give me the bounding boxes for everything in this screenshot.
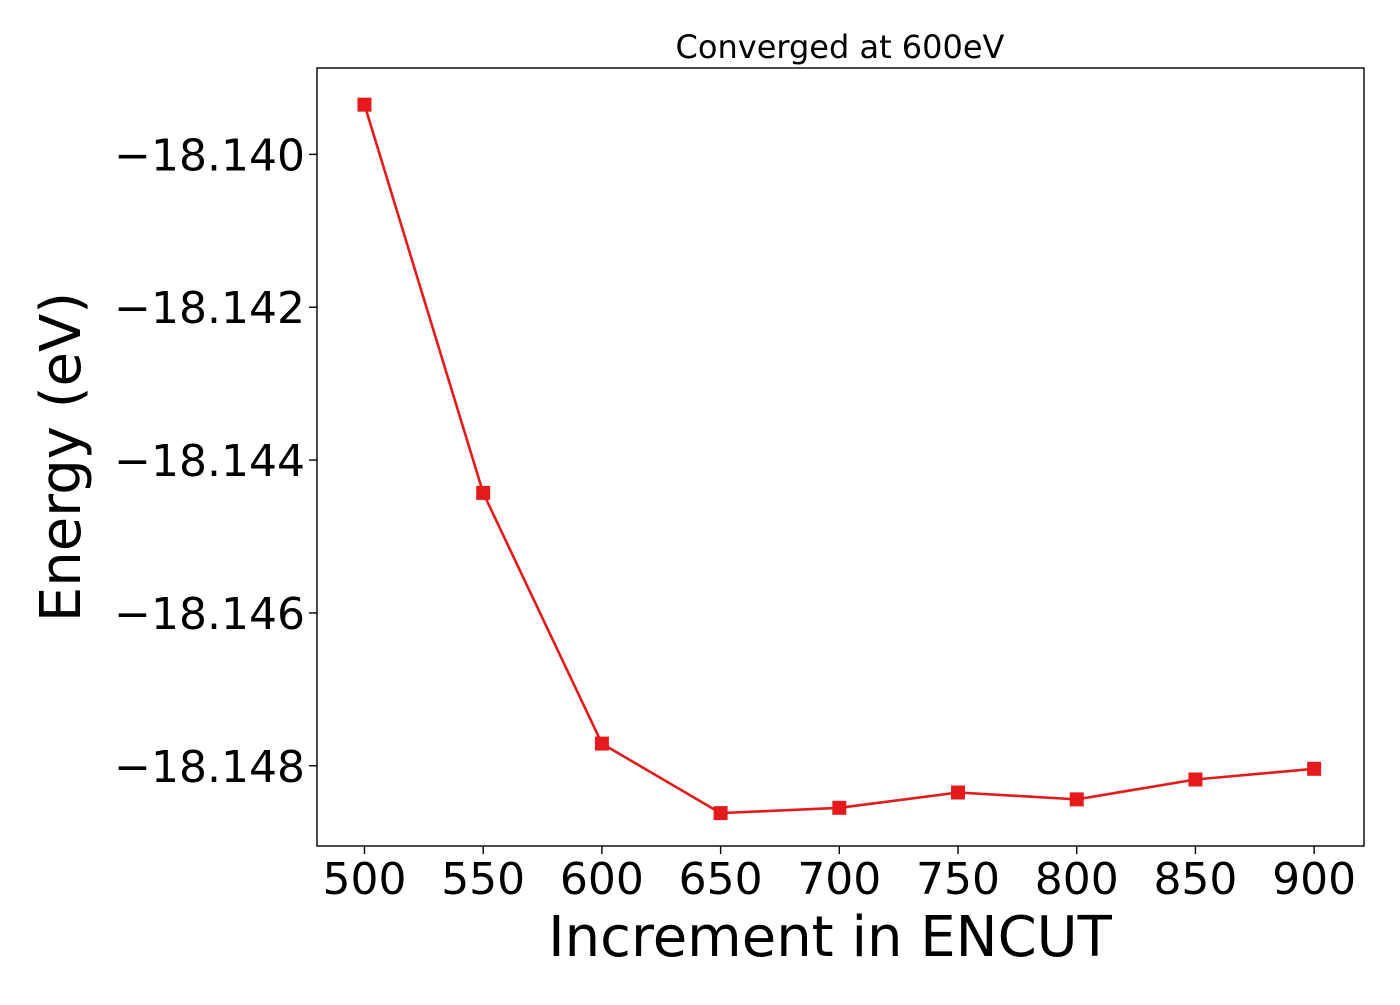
x-tick-label: 750	[916, 854, 1000, 905]
data-point-marker	[594, 736, 609, 751]
x-tick-label: 500	[322, 854, 406, 905]
x-tick-label: 700	[797, 854, 881, 905]
series-line	[363, 104, 1315, 815]
chart-title: Converged at 600eV	[676, 28, 1005, 66]
x-tick-label: 600	[560, 854, 644, 905]
x-tick-label: 900	[1272, 854, 1356, 905]
data-point-marker	[1069, 792, 1084, 807]
y-tick-label: −18.140	[114, 130, 305, 181]
series-layer	[357, 97, 1322, 821]
data-point-marker	[832, 800, 847, 815]
data-point-marker	[357, 97, 372, 112]
y-tick-label: −18.144	[114, 436, 305, 487]
y-tick-label: −18.142	[114, 283, 305, 334]
y-tick-label: −18.148	[114, 742, 305, 793]
x-axis-ticks: 500 550 600 650 700 750 800 850 900	[322, 846, 1356, 905]
data-point-marker	[951, 785, 966, 800]
y-axis-ticks: −18.148 −18.146 −18.144 −18.142 −18.140	[114, 130, 317, 793]
x-tick-label: 650	[679, 854, 763, 905]
data-point-marker	[1307, 761, 1322, 776]
x-axis-label: Increment in ENCUT	[548, 905, 1113, 970]
data-point-marker	[476, 485, 491, 500]
x-tick-label: 850	[1153, 854, 1237, 905]
y-axis-label: Energy (eV)	[29, 292, 94, 622]
x-tick-label: 550	[441, 854, 525, 905]
y-tick-label: −18.146	[114, 589, 305, 640]
data-point-marker	[1188, 772, 1203, 787]
x-tick-label: 800	[1035, 854, 1119, 905]
data-point-marker	[713, 806, 728, 821]
plot-area-frame	[316, 67, 1365, 847]
